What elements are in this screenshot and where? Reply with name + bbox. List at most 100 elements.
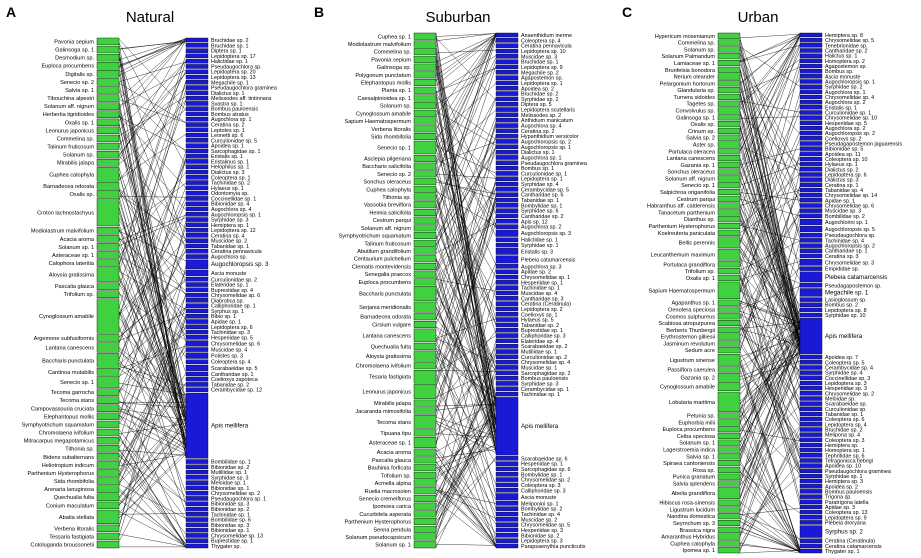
interaction-line [435, 407, 497, 513]
interaction-line [739, 320, 801, 363]
pollinator-node [495, 155, 519, 160]
plant-label: Trifolium sp. [64, 292, 95, 298]
pollinator-node [799, 225, 823, 233]
plant-label: Clematis montevidensis [352, 265, 411, 271]
interaction-line [118, 345, 187, 369]
interaction-line [118, 351, 187, 408]
interaction-line [739, 34, 801, 110]
pollinator-node [495, 280, 519, 285]
pollinator-node [495, 328, 519, 333]
interaction-line [435, 36, 497, 69]
pollinator-label: Svastra sp. 1 [211, 101, 242, 107]
interaction-line [118, 201, 187, 360]
pollinator-node [799, 32, 823, 38]
pollinator-label: Syrphidae sp. 4 [825, 371, 862, 377]
pollinator-label: Buprestidae sp. 1 [211, 539, 253, 545]
plant-node [717, 107, 741, 114]
pollinator-label: Lepidoptera sp. 20 [211, 70, 256, 76]
pollinator-label: Ceratina (Ceratinula) [521, 302, 571, 308]
plant-label: Asteraceae sp. 1 [52, 253, 94, 259]
plant-label: Mirabilis jalapa [57, 161, 95, 167]
plant-label: Tipuana tipu [380, 431, 411, 437]
pollinator-label: Tachinidae sp. 1 [211, 512, 250, 518]
pollinator-node [495, 203, 519, 208]
plant-label: Gazania sp. 2 [680, 375, 715, 381]
interaction-line [435, 182, 497, 344]
interaction-line [118, 424, 187, 498]
plant-node [413, 342, 437, 350]
interaction-line [118, 172, 187, 420]
plant-node [96, 167, 120, 182]
pollinator-label: Curculionidae sp. 1 [521, 171, 567, 177]
plant-node [413, 63, 437, 71]
pollinator-node [495, 139, 519, 144]
pollinator-label: Dialictus sp. 3 [211, 170, 245, 176]
pollinator-node [185, 196, 209, 201]
interaction-line [739, 322, 801, 329]
pollinator-node [799, 68, 823, 74]
plant-node [413, 479, 437, 487]
plant-label: Argemone subfusiformis [34, 336, 95, 342]
pollinator-label: Lepidoptera sp. 9 [521, 65, 563, 71]
pollinator-node [185, 376, 209, 382]
interaction-line [118, 42, 187, 167]
interaction-line [118, 244, 187, 393]
interaction-line [739, 352, 801, 536]
interaction-line [435, 149, 497, 334]
pollinator-label: Augochlora sp. 1 [211, 117, 251, 123]
pollinator-node [799, 365, 823, 370]
plant-node [717, 248, 741, 261]
plant-label: Caesalpinioidea sp. 1 [358, 96, 412, 102]
plant-label: Galinsoga sp. 1 [676, 115, 715, 121]
pollinator-node [799, 266, 823, 271]
pollinator-label: Cerambycidae sp. 5 [521, 187, 569, 193]
pollinator-node [495, 344, 519, 349]
plant-node [413, 384, 437, 399]
interaction-line [118, 182, 187, 232]
pollinator-label: Eristalis sp. 1 [825, 105, 857, 111]
plant-node [413, 487, 437, 495]
pollinator-label: Odontomyia sp. [211, 191, 249, 197]
interaction-line [739, 32, 801, 106]
pollinator-label: Hesperiidae sp. 3 [825, 386, 867, 392]
plant-label: Desmodium sp. [55, 56, 94, 62]
plant-label: Salvia sp. 2 [686, 136, 715, 142]
interaction-line [118, 279, 187, 421]
plant-node [717, 261, 741, 268]
pollinator-label: Tabanidae sp. 1 [211, 244, 249, 250]
pollinator-label: Sarcophagidae sp. 2 [521, 371, 570, 377]
pollinator-node [185, 538, 209, 543]
pollinator-node [185, 464, 209, 470]
interaction-line [739, 66, 801, 293]
plant-node [717, 419, 741, 426]
plant-label: Symphyotrichum squamatum [339, 234, 412, 240]
pollinator-label: Cantharidae sp. 3 [521, 296, 564, 302]
pollinator-label: Parapsaenythia puncticutis [521, 544, 586, 550]
plant-node [96, 78, 120, 86]
plant-node [717, 473, 741, 480]
pollinator-label: Tabanidae sp. 2 [521, 323, 559, 329]
interaction-line [435, 61, 497, 208]
interaction-line [435, 456, 497, 539]
interaction-line [739, 116, 801, 119]
pollinator-label: Apidae sp. 3 [825, 505, 855, 511]
pollinator-label: Coccinellidae sp. 3 [825, 376, 870, 382]
pollinator-label: Bruchidae sp. 2 [211, 38, 248, 44]
pollinator-label: Bombilidae sp. 6 [211, 518, 251, 524]
pollinator-label: Meloidae sp. [825, 397, 856, 403]
interaction-line [118, 50, 187, 409]
plant-node [717, 121, 741, 128]
pollinator-node [185, 79, 209, 85]
interaction-line [118, 423, 187, 434]
pollinator-label: Mutillidae sp. 1 [521, 350, 557, 356]
plant-node [413, 140, 437, 155]
interaction-line [739, 326, 801, 386]
interaction-line [739, 71, 801, 271]
interaction-line [435, 97, 497, 140]
interaction-line [118, 81, 187, 272]
interaction-line [739, 313, 801, 350]
plant-node [96, 251, 120, 259]
plant-node [413, 278, 437, 286]
pollinator-node [185, 206, 209, 212]
